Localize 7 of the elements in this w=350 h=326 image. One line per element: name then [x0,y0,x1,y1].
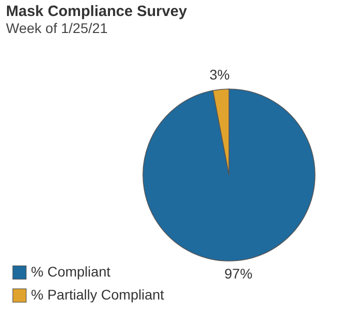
chart-subtitle: Week of 1/25/21 [6,20,108,36]
chart-title: Mask Compliance Survey [6,3,188,20]
pie-slice [142,88,316,262]
legend-label: % Compliant [31,264,110,280]
data-label: 97% [224,266,252,282]
legend-label: % Partially Compliant [31,286,164,302]
data-label: 3% [209,66,230,82]
